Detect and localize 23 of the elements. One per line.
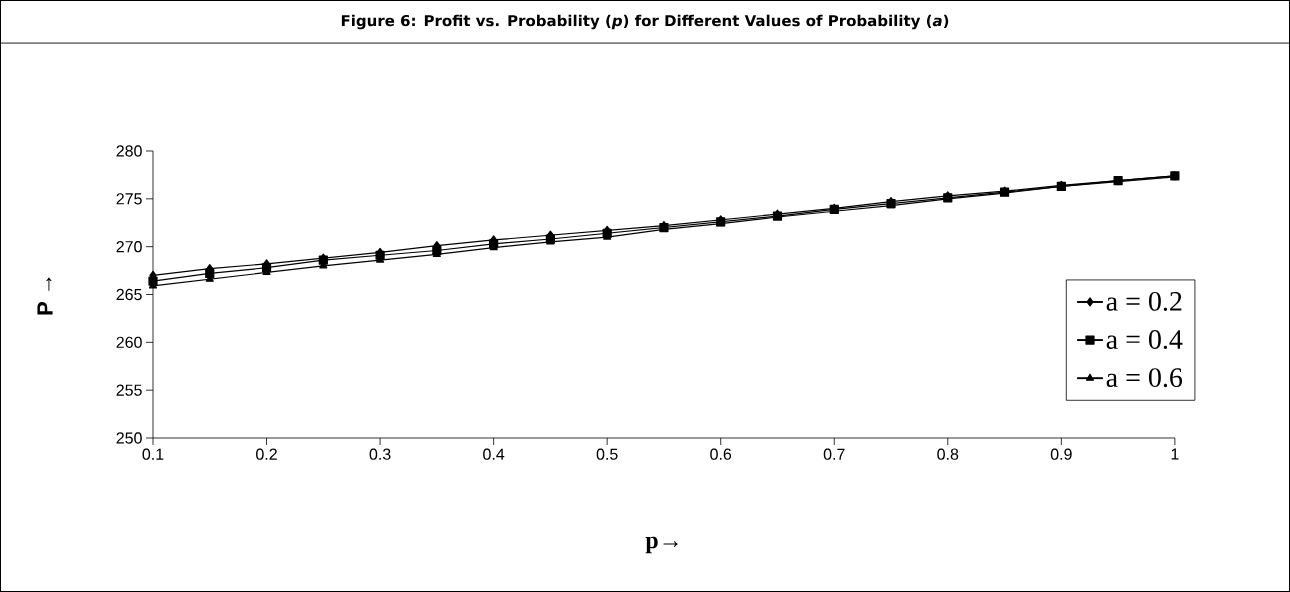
- x-tick-label: 0.4: [483, 448, 505, 460]
- y-tick-label: 265: [116, 288, 142, 301]
- x-axis-title: p→: [645, 536, 678, 554]
- y-tick-label: 275: [116, 193, 142, 205]
- x-tick-label: 0.1: [142, 448, 164, 460]
- y-tick-label: 280: [116, 145, 142, 157]
- y-tick-label: 255: [116, 384, 142, 396]
- legend-label: a = 0.6: [1106, 368, 1183, 388]
- legend-label: a = 0.2: [1106, 291, 1182, 311]
- chart-title: Figure 6: Profit vs. Probability (p) for Different Values of Probability (a): [341, 14, 949, 30]
- x-tick-label: 0.2: [256, 448, 277, 460]
- x-tick-label: 0.8: [937, 448, 959, 460]
- x-tick-label: 0.5: [596, 448, 618, 460]
- x-tick-label: 0.9: [1050, 448, 1072, 460]
- x-tick-label: 0.7: [823, 448, 845, 460]
- x-tick-label: 0.3: [369, 448, 391, 460]
- y-axis-title: P →: [37, 277, 53, 315]
- x-tick-label: 1: [1171, 448, 1179, 460]
- x-tick-label: 0.6: [710, 448, 732, 460]
- legend-label: a = 0.4: [1106, 330, 1183, 350]
- y-tick-label: 260: [116, 336, 142, 348]
- y-tick-label: 250: [116, 432, 142, 444]
- y-tick-label: 270: [116, 241, 142, 253]
